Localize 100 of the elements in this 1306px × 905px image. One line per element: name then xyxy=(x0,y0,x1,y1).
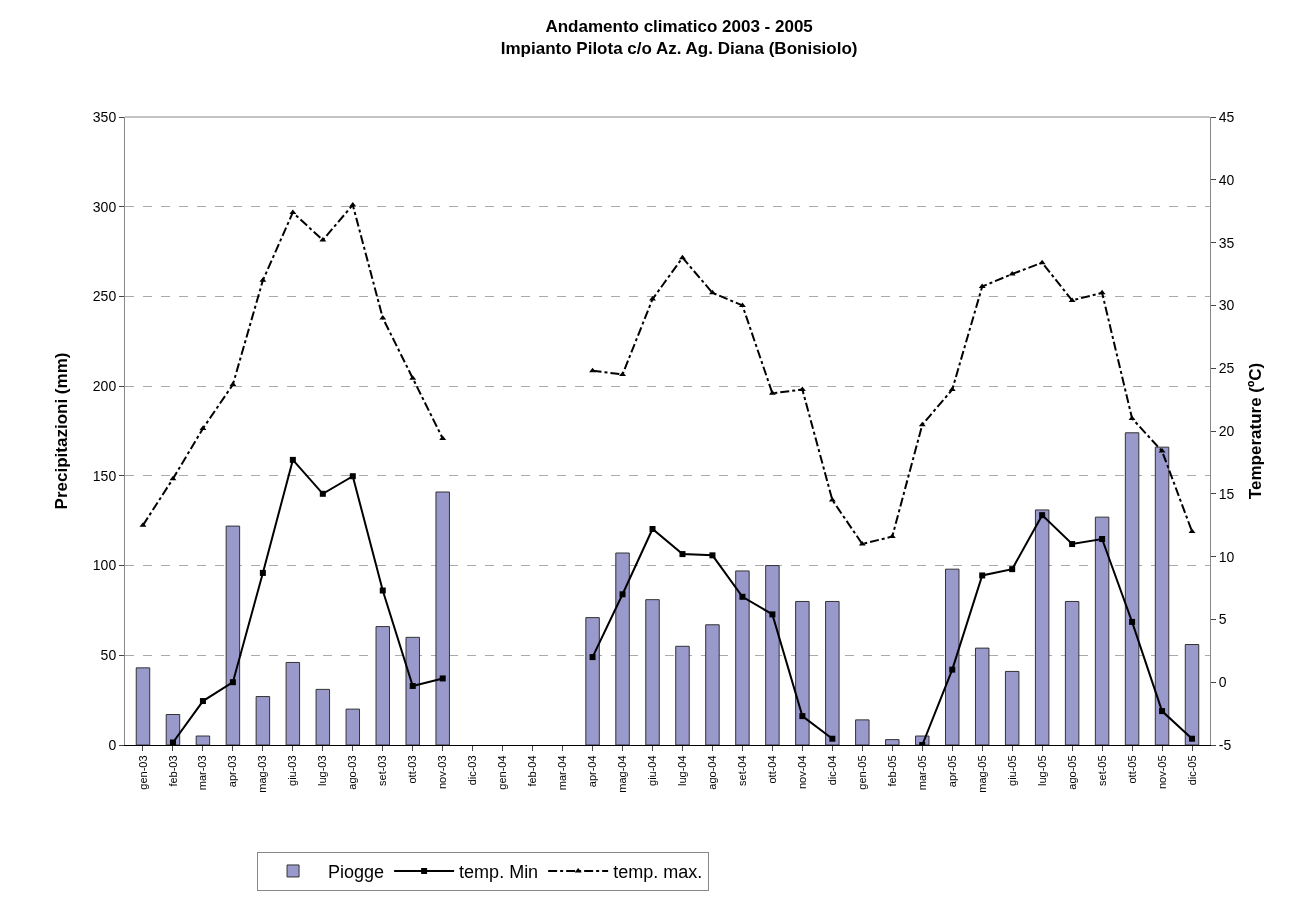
point xyxy=(769,611,776,618)
y-tick-label: 150 xyxy=(92,467,117,484)
y2-axis-title: Temperature (ºC) xyxy=(1245,362,1265,500)
x-tick-label: giu-04 xyxy=(646,755,659,786)
point xyxy=(649,525,656,532)
bar xyxy=(1184,644,1200,745)
bar xyxy=(1034,509,1050,745)
x-tick-label: nov-05 xyxy=(1155,755,1168,790)
x-tick-label: set-04 xyxy=(736,755,749,786)
point xyxy=(439,435,447,441)
x-tick-label: ago-04 xyxy=(706,755,719,790)
point xyxy=(409,682,416,689)
x-tick-label: mar-04 xyxy=(556,755,569,791)
x-tick-label: mag-05 xyxy=(975,755,988,793)
x-tick-label: giu-03 xyxy=(286,755,299,786)
point xyxy=(1099,536,1106,543)
x-tick-label: gen-04 xyxy=(496,755,509,790)
bar xyxy=(345,708,361,745)
x-tick-label: apr-03 xyxy=(226,755,239,788)
point xyxy=(798,386,806,392)
point xyxy=(978,283,986,289)
bar xyxy=(585,617,600,745)
bar xyxy=(675,645,690,745)
x-tick-label: mag-03 xyxy=(256,755,269,793)
x-tick-label: set-05 xyxy=(1095,755,1108,786)
point xyxy=(1159,708,1166,715)
point xyxy=(679,551,686,558)
x-tick-label: apr-05 xyxy=(945,755,958,788)
bar xyxy=(885,739,900,745)
point xyxy=(589,654,596,661)
x-tick-label: mar-05 xyxy=(915,755,928,791)
y2-tick-label: 45 xyxy=(1218,108,1235,125)
point xyxy=(259,569,266,576)
x-tick-label: dic-05 xyxy=(1185,755,1198,786)
point xyxy=(199,698,206,705)
y-axis-title: Precipitazioni (mm) xyxy=(52,352,72,510)
point xyxy=(229,381,237,387)
y2-tick-label: 15 xyxy=(1218,485,1235,502)
bar xyxy=(1154,446,1170,745)
bar xyxy=(735,570,750,745)
bar xyxy=(765,565,780,745)
bar xyxy=(1124,432,1140,745)
y-tick-label: 300 xyxy=(92,198,117,215)
bar xyxy=(615,552,630,745)
point xyxy=(979,572,986,579)
point xyxy=(949,666,956,673)
point xyxy=(619,371,626,376)
point xyxy=(709,552,716,559)
x-tick-label: lug-03 xyxy=(316,755,329,786)
point xyxy=(1039,512,1046,519)
bar xyxy=(405,636,420,745)
point xyxy=(289,456,296,463)
point xyxy=(739,593,746,600)
bar xyxy=(1064,600,1080,745)
x-tick-label: ott-04 xyxy=(765,755,778,784)
bar xyxy=(285,661,301,745)
legend-label: Piogge xyxy=(328,861,385,882)
x-tick-label: ott-03 xyxy=(406,755,419,784)
x-tick-label: gen-03 xyxy=(136,755,149,790)
y2-tick-label: 0 xyxy=(1218,674,1227,691)
bar xyxy=(435,491,450,745)
y-tick-label: 100 xyxy=(92,557,117,574)
bar xyxy=(705,624,720,745)
point xyxy=(349,473,356,480)
x-tick-label: giu-05 xyxy=(1005,755,1018,786)
point xyxy=(169,739,176,745)
y-tick-label: 50 xyxy=(100,647,117,664)
bar xyxy=(1094,516,1110,745)
point xyxy=(1009,566,1016,573)
x-tick-label: nov-04 xyxy=(795,755,808,790)
bar xyxy=(855,719,870,745)
point xyxy=(829,735,836,742)
x-tick-label: lug-05 xyxy=(1035,755,1048,786)
point xyxy=(1189,735,1196,742)
y-tick-label: 0 xyxy=(108,736,117,753)
bar xyxy=(1004,670,1020,745)
bar xyxy=(135,667,151,745)
y-tick-label: 250 xyxy=(92,288,117,305)
y2-tick-label: 40 xyxy=(1218,171,1235,188)
x-tick-label: gen-05 xyxy=(855,755,868,790)
y2-tick-label: 30 xyxy=(1218,297,1235,314)
bar xyxy=(795,600,810,745)
chart-title: Andamento climatico 2003 - 2005 Impianto Pilota c/o Az. Ag. Diana (Bonisiolo) xyxy=(500,16,858,58)
x-tick-label: feb-05 xyxy=(885,755,898,787)
x-tick-label: ago-03 xyxy=(346,755,359,790)
bar xyxy=(375,626,391,745)
x-tick-label: feb-04 xyxy=(526,755,539,787)
point xyxy=(1069,541,1076,548)
y-tick-label: 200 xyxy=(92,378,117,395)
x-tick-label: ago-05 xyxy=(1065,755,1078,790)
point xyxy=(319,490,326,497)
x-tick-label: apr-04 xyxy=(586,755,599,788)
y2-tick-label: 20 xyxy=(1218,422,1235,439)
point xyxy=(948,386,956,392)
x-tick-label: ott-05 xyxy=(1125,755,1138,784)
x-tick-label: lug-04 xyxy=(676,755,689,786)
point xyxy=(229,679,236,686)
point xyxy=(1129,618,1136,625)
bar xyxy=(225,525,241,745)
y2-tick-label: -5 xyxy=(1218,736,1232,753)
